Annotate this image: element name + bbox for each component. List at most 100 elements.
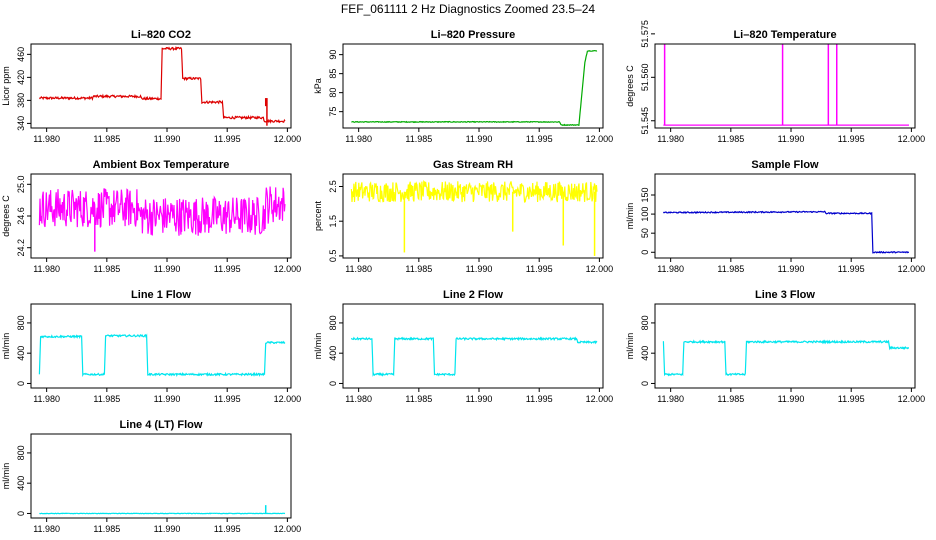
x-tick-label: 11.985 — [717, 264, 744, 274]
x-tick-label: 11.995 — [526, 394, 553, 404]
x-tick-label: 11.990 — [778, 394, 805, 404]
x-tick-label: 11.985 — [93, 524, 120, 534]
series-line — [662, 210, 910, 254]
y-tick-label: 50 — [640, 228, 650, 238]
x-tick-label: 11.995 — [838, 134, 865, 144]
series-line — [350, 336, 598, 377]
y-tick-label: 460 — [16, 47, 26, 62]
x-tick-label: 12.000 — [274, 524, 302, 534]
y-tick-label: 2.5 — [328, 180, 338, 193]
x-tick-label: 11.990 — [154, 134, 181, 144]
y-tick-label: 24.6 — [16, 207, 26, 225]
x-tick-label: 11.980 — [345, 264, 372, 274]
plot-frame — [342, 303, 604, 389]
x-tick-label: 11.990 — [778, 134, 805, 144]
y-tick-label: 380 — [16, 93, 26, 108]
plot-frame — [30, 173, 292, 259]
panel-title: Ambient Box Temperature — [93, 159, 230, 171]
y-tick-label: 51.545 — [640, 107, 650, 135]
plot-frame — [654, 173, 916, 259]
y-tick-label: 100 — [640, 207, 650, 222]
y-tick-label: 0 — [640, 250, 650, 255]
x-tick-label: 11.995 — [838, 394, 865, 404]
y-axis-label: ml/min — [1, 463, 11, 490]
x-tick-label: 11.985 — [405, 394, 432, 404]
plot-frame — [654, 303, 916, 389]
x-tick-label: 12.000 — [898, 394, 926, 404]
y-tick-label: 85 — [328, 69, 338, 79]
panel-title: Sample Flow — [751, 159, 819, 171]
panel-title: Li–820 CO2 — [131, 29, 191, 41]
x-tick-label: 12.000 — [274, 264, 302, 274]
y-tick-label: 400 — [16, 476, 26, 491]
y-tick-label: 420 — [16, 70, 26, 85]
y-tick-label: 800 — [16, 445, 26, 460]
x-tick-label: 11.980 — [657, 264, 684, 274]
y-tick-label: 75 — [328, 107, 338, 117]
y-axis-label: degrees C — [625, 65, 635, 107]
x-tick-label: 11.985 — [717, 134, 744, 144]
y-tick-label: 25.0 — [16, 176, 26, 194]
x-tick-label: 11.980 — [657, 134, 684, 144]
y-tick-label: 400 — [640, 346, 650, 361]
x-tick-label: 11.990 — [154, 524, 181, 534]
x-tick-label: 11.980 — [33, 394, 60, 404]
y-tick-label: 51.575 — [640, 20, 650, 48]
x-tick-label: 11.980 — [657, 394, 684, 404]
x-tick-label: 11.985 — [93, 264, 120, 274]
y-axis-label: degrees C — [1, 195, 11, 237]
panel-title: Line 2 Flow — [443, 289, 503, 301]
plot-frame — [342, 43, 604, 129]
x-tick-label: 12.000 — [586, 394, 614, 404]
x-tick-label: 11.995 — [214, 394, 241, 404]
series-line — [38, 333, 286, 378]
x-tick-label: 11.980 — [33, 134, 60, 144]
panel-title: Line 1 Flow — [131, 289, 191, 301]
x-tick-label: 12.000 — [898, 134, 926, 144]
panel-title: Li–820 Pressure — [431, 29, 515, 41]
series-line — [38, 186, 286, 236]
plot-frame — [30, 433, 292, 519]
x-tick-label: 11.980 — [345, 134, 372, 144]
y-tick-label: 0.5 — [328, 250, 338, 263]
series-line — [39, 512, 286, 515]
x-tick-label: 12.000 — [274, 134, 302, 144]
x-tick-label: 11.980 — [33, 524, 60, 534]
x-tick-label: 12.000 — [586, 264, 614, 274]
y-tick-label: 51.560 — [640, 64, 650, 92]
y-axis-label: kPa — [313, 78, 323, 94]
panel-title: Gas Stream RH — [433, 159, 513, 171]
series-line — [351, 49, 598, 127]
panel-title: Line 3 Flow — [755, 289, 815, 301]
x-tick-label: 11.985 — [93, 134, 120, 144]
y-tick-label: 800 — [16, 315, 26, 330]
x-tick-label: 12.000 — [898, 264, 926, 274]
y-axis-label: ml/min — [313, 333, 323, 360]
plot-frame — [30, 43, 292, 129]
y-tick-label: 0 — [16, 511, 26, 516]
plot-frame — [30, 303, 292, 389]
x-tick-label: 12.000 — [586, 134, 614, 144]
x-tick-label: 11.990 — [466, 394, 493, 404]
y-tick-label: 0 — [328, 381, 338, 386]
panel-title: Li–820 Temperature — [733, 29, 836, 41]
x-tick-label: 11.995 — [526, 264, 553, 274]
y-tick-label: 400 — [328, 346, 338, 361]
x-tick-label: 11.995 — [214, 524, 241, 534]
y-axis-label: Licor ppm — [1, 66, 11, 106]
y-axis-label: ml/min — [625, 333, 635, 360]
x-tick-label: 11.985 — [405, 134, 432, 144]
plot-frame — [654, 43, 916, 129]
x-tick-label: 11.980 — [33, 264, 60, 274]
panel-title: Line 4 (LT) Flow — [120, 419, 203, 431]
x-tick-label: 11.990 — [778, 264, 805, 274]
y-tick-label: 800 — [328, 315, 338, 330]
y-tick-label: 1.5 — [328, 215, 338, 228]
x-tick-label: 11.985 — [405, 264, 432, 274]
x-tick-label: 11.990 — [466, 134, 493, 144]
y-axis-label: percent — [313, 200, 323, 231]
series-line — [38, 46, 286, 124]
y-tick-label: 80 — [328, 88, 338, 98]
y-tick-label: 24.2 — [16, 239, 26, 257]
